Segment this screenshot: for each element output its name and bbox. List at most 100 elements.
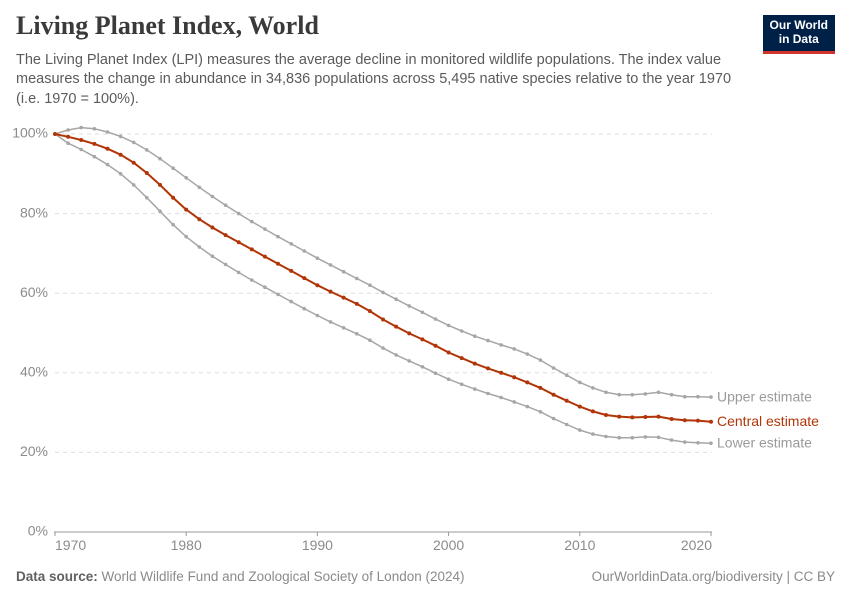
series-line-central-estimate[interactable] [54, 133, 712, 423]
data-point-central-estimate-2006[interactable] [525, 380, 530, 385]
data-point-upper-estimate-1989[interactable] [302, 249, 307, 253]
legend-label-lower-estimate[interactable]: Lower estimate [717, 434, 812, 450]
data-point-upper-estimate-1972[interactable] [79, 125, 83, 130]
data-point-lower-estimate-2018[interactable] [683, 440, 687, 444]
data-point-upper-estimate-2001[interactable] [459, 329, 464, 333]
data-point-upper-estimate-2016[interactable] [656, 390, 661, 395]
data-point-central-estimate-1981[interactable] [197, 217, 202, 222]
data-point-central-estimate-2001[interactable] [459, 356, 464, 361]
data-point-lower-estimate-1978[interactable] [158, 209, 162, 213]
data-point-lower-estimate-1972[interactable] [79, 147, 83, 152]
data-point-central-estimate-1975[interactable] [118, 152, 123, 157]
data-point-upper-estimate-2005[interactable] [512, 347, 516, 351]
data-point-lower-estimate-2001[interactable] [459, 382, 464, 387]
data-point-central-estimate-2010[interactable] [577, 404, 582, 409]
data-point-central-estimate-1999[interactable] [433, 343, 438, 348]
data-point-upper-estimate-1981[interactable] [197, 185, 202, 190]
data-point-upper-estimate-1982[interactable] [210, 194, 215, 199]
data-point-central-estimate-1976[interactable] [131, 160, 136, 165]
data-point-upper-estimate-2013[interactable] [617, 392, 621, 397]
data-point-upper-estimate-2003[interactable] [486, 338, 490, 343]
data-point-upper-estimate-2010[interactable] [578, 380, 582, 385]
data-point-lower-estimate-1979[interactable] [171, 222, 175, 227]
data-point-upper-estimate-1990[interactable] [315, 256, 320, 260]
data-point-central-estimate-1972[interactable] [79, 138, 84, 142]
data-point-central-estimate-1996[interactable] [394, 324, 399, 329]
data-point-central-estimate-1998[interactable] [420, 337, 425, 342]
data-point-upper-estimate-1994[interactable] [368, 283, 372, 287]
data-point-lower-estimate-1981[interactable] [197, 245, 202, 249]
data-point-lower-estimate-2010[interactable] [578, 428, 582, 432]
data-point-upper-estimate-2009[interactable] [564, 373, 569, 377]
data-point-lower-estimate-1999[interactable] [433, 371, 438, 375]
data-point-central-estimate-2014[interactable] [630, 415, 635, 420]
data-point-lower-estimate-2013[interactable] [617, 435, 621, 440]
data-point-upper-estimate-2019[interactable] [696, 394, 700, 399]
data-point-lower-estimate-1977[interactable] [145, 195, 149, 200]
data-point-central-estimate-1985[interactable] [249, 247, 254, 252]
data-point-central-estimate-2017[interactable] [669, 417, 674, 421]
data-point-central-estimate-1977[interactable] [144, 171, 149, 175]
data-point-central-estimate-1980[interactable] [184, 207, 189, 212]
series-central-estimate[interactable] [53, 132, 713, 424]
credit-link[interactable]: OurWorldinData.org/biodiversity | CC BY [591, 569, 835, 584]
data-point-central-estimate-1979[interactable] [171, 195, 176, 200]
data-point-central-estimate-2018[interactable] [682, 418, 687, 423]
data-point-central-estimate-1983[interactable] [223, 233, 228, 238]
data-point-lower-estimate-1988[interactable] [289, 299, 294, 304]
data-point-upper-estimate-1999[interactable] [433, 317, 438, 321]
series-upper-estimate[interactable] [53, 125, 713, 399]
data-point-upper-estimate-1978[interactable] [158, 156, 162, 161]
data-point-upper-estimate-2015[interactable] [643, 392, 648, 396]
data-point-upper-estimate-1984[interactable] [236, 211, 241, 216]
data-point-central-estimate-2020[interactable] [709, 419, 713, 424]
data-point-central-estimate-2004[interactable] [499, 370, 504, 375]
data-point-upper-estimate-2004[interactable] [499, 343, 503, 347]
data-point-central-estimate-1984[interactable] [236, 240, 241, 245]
data-point-central-estimate-2016[interactable] [656, 414, 661, 419]
data-point-central-estimate-2011[interactable] [590, 409, 595, 414]
data-point-central-estimate-1989[interactable] [302, 276, 307, 281]
data-point-central-estimate-2012[interactable] [604, 413, 608, 417]
data-point-central-estimate-1973[interactable] [92, 141, 97, 146]
data-point-lower-estimate-2007[interactable] [538, 410, 543, 414]
data-point-upper-estimate-2018[interactable] [683, 394, 687, 399]
data-point-lower-estimate-1973[interactable] [92, 154, 97, 159]
data-point-lower-estimate-2002[interactable] [473, 387, 477, 391]
data-point-central-estimate-1986[interactable] [262, 254, 267, 259]
data-point-lower-estimate-2020[interactable] [709, 441, 713, 446]
data-point-lower-estimate-2009[interactable] [564, 422, 569, 427]
data-point-lower-estimate-1998[interactable] [420, 365, 425, 369]
data-point-lower-estimate-2017[interactable] [669, 438, 674, 442]
data-point-central-estimate-2008[interactable] [551, 392, 556, 397]
data-point-central-estimate-2000[interactable] [446, 350, 451, 355]
data-point-lower-estimate-2015[interactable] [643, 435, 648, 439]
data-point-upper-estimate-1980[interactable] [184, 176, 188, 180]
data-point-upper-estimate-1974[interactable] [105, 130, 110, 134]
data-point-upper-estimate-2017[interactable] [669, 392, 674, 397]
data-point-central-estimate-1987[interactable] [276, 261, 280, 266]
data-point-upper-estimate-2007[interactable] [538, 358, 543, 362]
data-point-central-estimate-1982[interactable] [210, 225, 215, 230]
data-point-central-estimate-1990[interactable] [315, 283, 320, 288]
data-point-central-estimate-1992[interactable] [341, 295, 346, 300]
legend-label-upper-estimate[interactable]: Upper estimate [717, 388, 812, 404]
data-point-upper-estimate-1995[interactable] [381, 290, 385, 295]
data-point-lower-estimate-1986[interactable] [263, 285, 267, 289]
data-point-upper-estimate-2000[interactable] [446, 323, 451, 328]
data-point-lower-estimate-1971[interactable] [66, 141, 70, 145]
data-point-upper-estimate-1988[interactable] [289, 242, 294, 246]
data-point-lower-estimate-1989[interactable] [302, 306, 307, 311]
data-point-upper-estimate-2002[interactable] [473, 334, 477, 338]
data-point-central-estimate-2003[interactable] [486, 366, 490, 371]
legend-label-central-estimate[interactable]: Central estimate [717, 413, 819, 429]
data-point-central-estimate-2019[interactable] [695, 418, 700, 423]
data-point-lower-estimate-1990[interactable] [315, 313, 320, 318]
data-point-central-estimate-1995[interactable] [381, 317, 385, 322]
data-point-upper-estimate-1996[interactable] [394, 297, 398, 301]
data-point-lower-estimate-2019[interactable] [696, 441, 700, 445]
data-point-upper-estimate-2012[interactable] [604, 390, 608, 395]
data-point-upper-estimate-2020[interactable] [709, 395, 713, 399]
data-point-lower-estimate-1985[interactable] [250, 278, 254, 282]
data-point-lower-estimate-1974[interactable] [105, 162, 110, 167]
